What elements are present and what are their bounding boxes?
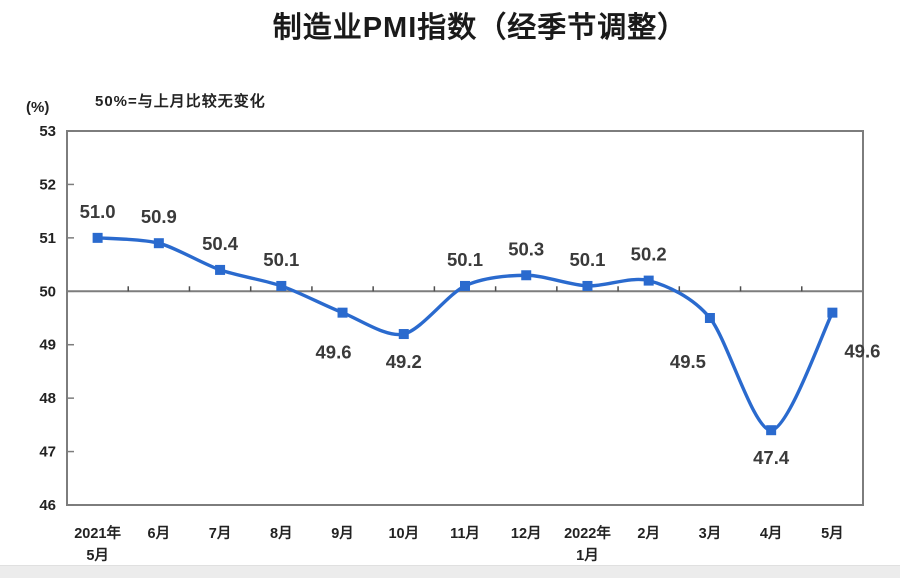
chart-title: 制造业PMI指数（经季节调整） [272,12,688,44]
data-point-label: 50.1 [569,249,605,270]
data-point-marker [276,280,287,291]
data-point-marker [521,270,532,281]
data-point-marker [92,232,103,243]
x-tick-label: 1月 [576,547,599,564]
data-point-marker [398,329,409,340]
x-tick-label: 6月 [148,525,171,542]
x-tick-label: 9月 [331,525,354,542]
y-tick-label: 49 [39,337,56,354]
x-tick-label: 11月 [450,525,480,542]
x-tick-label: 4月 [760,525,783,542]
reference-line-note: 50%=与上月比较无变化 [95,93,266,110]
data-point-label: 50.4 [202,233,239,254]
data-point-marker [337,307,348,318]
data-point-label: 50.1 [263,249,299,270]
x-tick-label: 5月 [821,525,844,542]
y-tick-label: 46 [39,497,56,514]
plot-frame [66,130,864,506]
x-tick-label: 8月 [270,525,293,542]
data-point-marker [460,280,470,291]
y-tick-label: 52 [39,176,56,193]
x-tick-label: 2021年 [74,524,121,542]
data-point-marker [153,238,164,249]
data-point-marker [827,307,838,318]
footer-strip [0,565,900,578]
data-point-label: 51.0 [80,201,116,222]
data-point-label: 50.1 [447,249,483,270]
data-point-marker [704,313,715,323]
data-point-label: 50.3 [508,238,544,259]
x-tick-label: 10月 [388,525,419,542]
x-tick-label: 5月 [86,547,109,564]
x-tick-label: 2022年 [564,524,611,542]
y-tick-label: 51 [39,230,56,247]
x-tick-label: 12月 [511,525,542,542]
x-tick-label: 2月 [637,525,660,542]
x-tick-label: 3月 [699,525,722,542]
y-axis-unit-label: (%) [26,99,50,116]
y-tick-label: 53 [39,123,56,140]
data-point-label: 49.2 [386,351,422,372]
data-point-label: 50.9 [141,206,177,227]
data-point-label: 50.2 [631,244,667,265]
data-point-label: 49.6 [844,341,880,362]
y-tick-label: 47 [39,444,56,461]
data-point-label: 49.5 [670,351,706,372]
y-tick-label: 48 [39,390,56,407]
data-point-marker [215,264,226,275]
data-point-marker [582,280,593,291]
data-point-label: 49.6 [316,342,352,363]
x-tick-label: 7月 [209,525,232,542]
data-point-marker [766,425,777,436]
data-point-label: 47.4 [753,447,790,468]
y-tick-label: 50 [39,283,56,300]
data-point-marker [643,275,654,286]
